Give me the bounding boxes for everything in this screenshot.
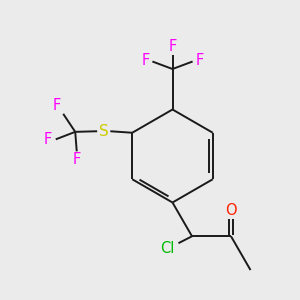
- Text: F: F: [73, 152, 81, 167]
- Text: Cl: Cl: [160, 241, 174, 256]
- Text: O: O: [225, 203, 237, 218]
- Text: F: F: [141, 53, 150, 68]
- Text: F: F: [43, 132, 52, 147]
- Text: F: F: [195, 53, 204, 68]
- Text: F: F: [53, 98, 61, 113]
- Text: F: F: [168, 39, 177, 54]
- Text: S: S: [99, 124, 109, 139]
